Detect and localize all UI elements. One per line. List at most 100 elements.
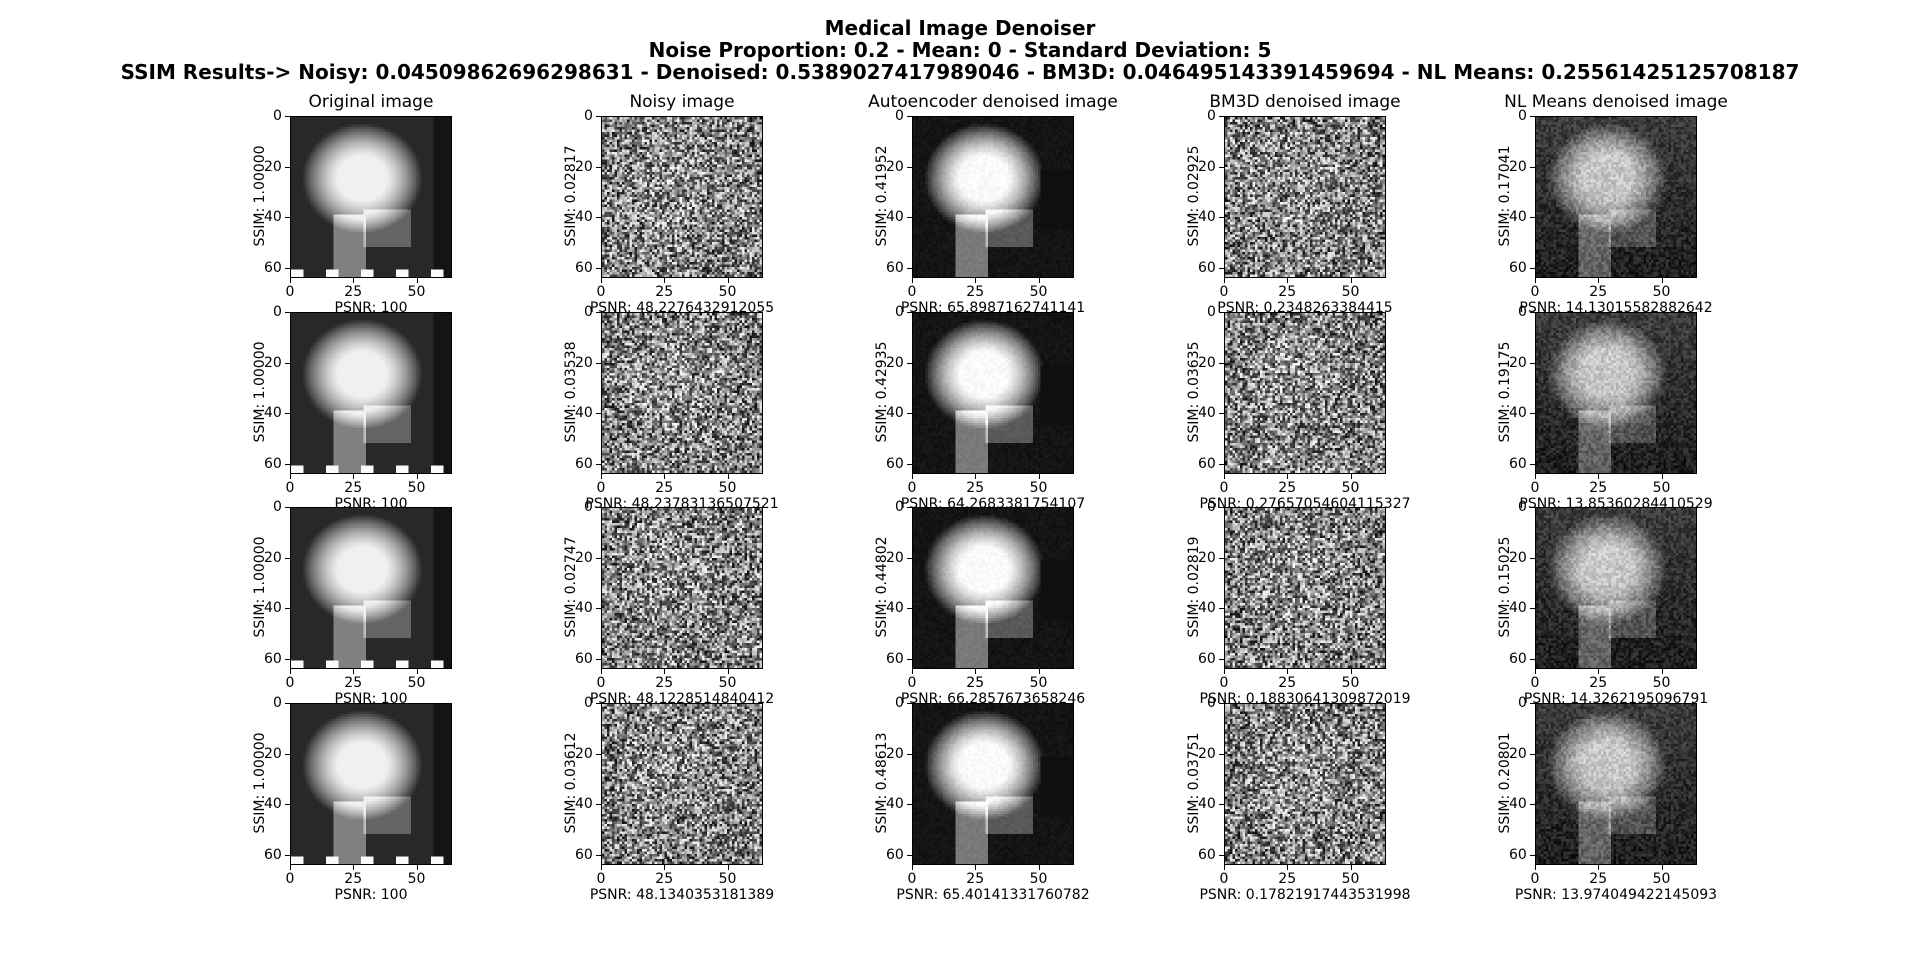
y-tick-mark	[1530, 658, 1535, 660]
x-tick-label: 50	[1029, 480, 1048, 496]
y-tick-mark	[1530, 267, 1535, 269]
figure-subtitle-ssim: SSIM Results-> Noisy: 0.0450986269629863…	[120, 60, 1800, 84]
x-tick-label: 25	[655, 480, 674, 496]
image-original	[291, 508, 451, 668]
y-tick-label: 20	[886, 745, 904, 762]
y-tick-label: 0	[273, 695, 282, 711]
image-panel-noisy	[601, 312, 763, 474]
x-tick-label: 50	[1652, 675, 1671, 691]
y-tick-mark	[596, 557, 601, 559]
x-tick-mark	[1598, 669, 1600, 674]
x-tick-mark	[1535, 669, 1536, 674]
y-tick-mark	[596, 658, 601, 660]
x-tick-label: 0	[285, 675, 295, 691]
y-tick-mark	[285, 217, 290, 219]
x-tick-mark	[353, 278, 355, 283]
y-tick-label: 60	[1509, 846, 1527, 863]
ssim-label-bm3d: SSIM: 0.02819	[1186, 536, 1202, 638]
y-tick-label: 0	[895, 499, 904, 515]
image-panel-bm3d	[1224, 116, 1386, 278]
y-tick-mark	[907, 413, 912, 415]
y-tick-mark	[907, 658, 912, 660]
y-tick-mark	[596, 608, 601, 610]
y-tick-mark	[596, 312, 601, 313]
x-tick-mark	[975, 865, 977, 870]
ssim-label-bm3d: SSIM: 0.03751	[1186, 732, 1202, 834]
y-tick-label: 60	[264, 455, 282, 472]
y-tick-label: 60	[575, 455, 593, 472]
x-tick-label: 50	[1029, 675, 1048, 691]
x-tick-mark	[1535, 278, 1536, 283]
x-tick-mark	[353, 669, 355, 674]
y-tick-mark	[907, 703, 912, 704]
x-tick-label: 50	[1029, 284, 1048, 300]
image-autoencoder	[913, 704, 1073, 864]
y-tick-mark	[1530, 362, 1535, 364]
ssim-label-noisy: SSIM: 0.03612	[563, 732, 579, 834]
image-original	[291, 313, 451, 473]
y-tick-mark	[907, 267, 912, 269]
x-tick-label: 25	[344, 480, 363, 496]
x-tick-label: 25	[655, 675, 674, 691]
x-tick-mark	[353, 474, 355, 479]
y-tick-label: 40	[575, 600, 593, 617]
psnr-label-autoencoder: PSNR: 65.40141331760782	[896, 887, 1090, 903]
x-tick-label: 25	[1589, 675, 1608, 691]
x-tick-mark	[601, 474, 602, 479]
ssim-label-nlmeans: SSIM: 0.17041	[1497, 145, 1513, 247]
y-tick-mark	[1219, 804, 1224, 806]
x-tick-label: 50	[407, 284, 426, 300]
image-noisy	[602, 117, 762, 277]
x-tick-label: 0	[1219, 675, 1229, 691]
y-tick-mark	[1530, 854, 1535, 856]
y-tick-label: 0	[1207, 108, 1216, 124]
y-tick-mark	[285, 703, 290, 704]
x-tick-label: 50	[718, 480, 737, 496]
y-tick-mark	[285, 463, 290, 465]
y-tick-mark	[285, 116, 290, 117]
x-tick-label: 0	[1530, 284, 1540, 300]
x-tick-mark	[1224, 865, 1225, 870]
x-tick-mark	[912, 474, 913, 479]
x-tick-label: 0	[907, 284, 917, 300]
y-tick-label: 40	[264, 405, 282, 422]
y-tick-label: 20	[1198, 745, 1216, 762]
y-tick-mark	[285, 362, 290, 364]
image-panel-nlmeans	[1535, 703, 1697, 865]
x-tick-label: 0	[596, 871, 606, 887]
ssim-label-original: SSIM: 1.00000	[252, 341, 268, 443]
x-tick-label: 25	[1589, 284, 1608, 300]
x-tick-label: 50	[718, 675, 737, 691]
y-tick-label: 40	[264, 796, 282, 813]
image-bm3d	[1225, 313, 1385, 473]
x-tick-label: 50	[1341, 675, 1360, 691]
y-tick-label: 20	[1198, 549, 1216, 566]
y-tick-label: 40	[1198, 209, 1216, 226]
y-tick-mark	[907, 753, 912, 755]
x-tick-label: 0	[1530, 871, 1540, 887]
ssim-label-autoencoder: SSIM: 0.42935	[874, 341, 890, 443]
x-tick-mark	[1661, 669, 1663, 674]
y-tick-mark	[907, 362, 912, 364]
x-tick-label: 0	[285, 284, 295, 300]
ssim-label-noisy: SSIM: 0.02817	[563, 145, 579, 247]
image-panel-bm3d	[1224, 312, 1386, 474]
y-tick-mark	[1219, 703, 1224, 704]
y-tick-mark	[907, 116, 912, 117]
y-tick-mark	[1219, 166, 1224, 168]
y-tick-mark	[596, 854, 601, 856]
x-tick-mark	[1038, 278, 1040, 283]
y-tick-label: 60	[886, 650, 904, 667]
x-tick-mark	[290, 669, 291, 674]
y-tick-label: 20	[1198, 158, 1216, 175]
y-tick-mark	[907, 166, 912, 168]
figure-subtitle-noise: Noise Proportion: 0.2 - Mean: 0 - Standa…	[648, 38, 1272, 62]
x-tick-mark	[290, 474, 291, 479]
image-panel-bm3d	[1224, 507, 1386, 669]
y-tick-mark	[907, 463, 912, 465]
y-tick-label: 20	[1509, 354, 1527, 371]
y-tick-label: 20	[886, 158, 904, 175]
image-noisy	[602, 313, 762, 473]
y-tick-label: 40	[1509, 209, 1527, 226]
y-tick-label: 0	[584, 499, 593, 515]
